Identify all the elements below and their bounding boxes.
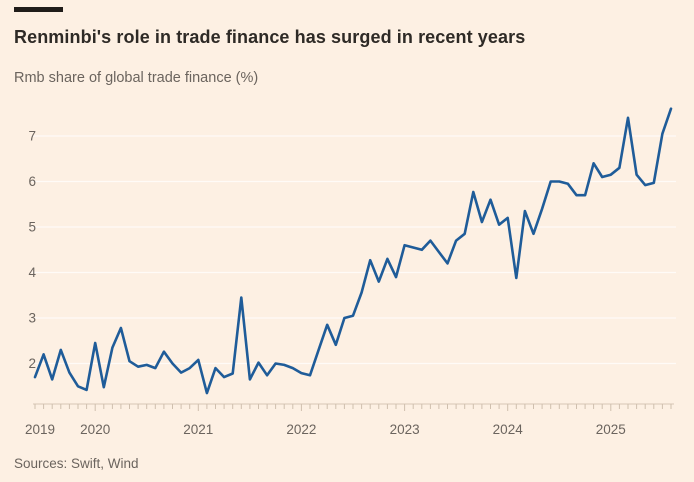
y-tick-label: 3 [28,311,36,326]
y-tick-label: 7 [28,129,36,144]
x-tick-label: 2024 [493,422,524,437]
accent-bar [14,7,63,12]
gridlines [32,135,676,365]
chart-title: Renminbi's role in trade finance has sur… [14,27,526,47]
source-note: Sources: Swift, Wind [14,456,139,471]
x-tick-label: 2019 [25,422,55,437]
x-tick-label: 2021 [183,422,213,437]
y-tick-label: 5 [28,220,36,235]
x-tick-label: 2023 [390,422,420,437]
x-tick-label: 2022 [286,422,316,437]
x-axis [33,403,674,411]
rmb-share-line [33,107,673,395]
x-axis-labels: 2019 2020 2021 2022 2023 2024 2025 [25,422,626,437]
y-axis-labels: 2 3 4 5 6 7 [28,129,36,372]
y-tick-label: 2 [28,356,36,371]
y-tick-label: 4 [28,265,36,280]
x-tick-label: 2020 [80,422,110,437]
chart-subtitle: Rmb share of global trade finance (%) [14,70,259,86]
x-tick-label: 2025 [596,422,626,437]
y-tick-label: 6 [28,174,36,189]
